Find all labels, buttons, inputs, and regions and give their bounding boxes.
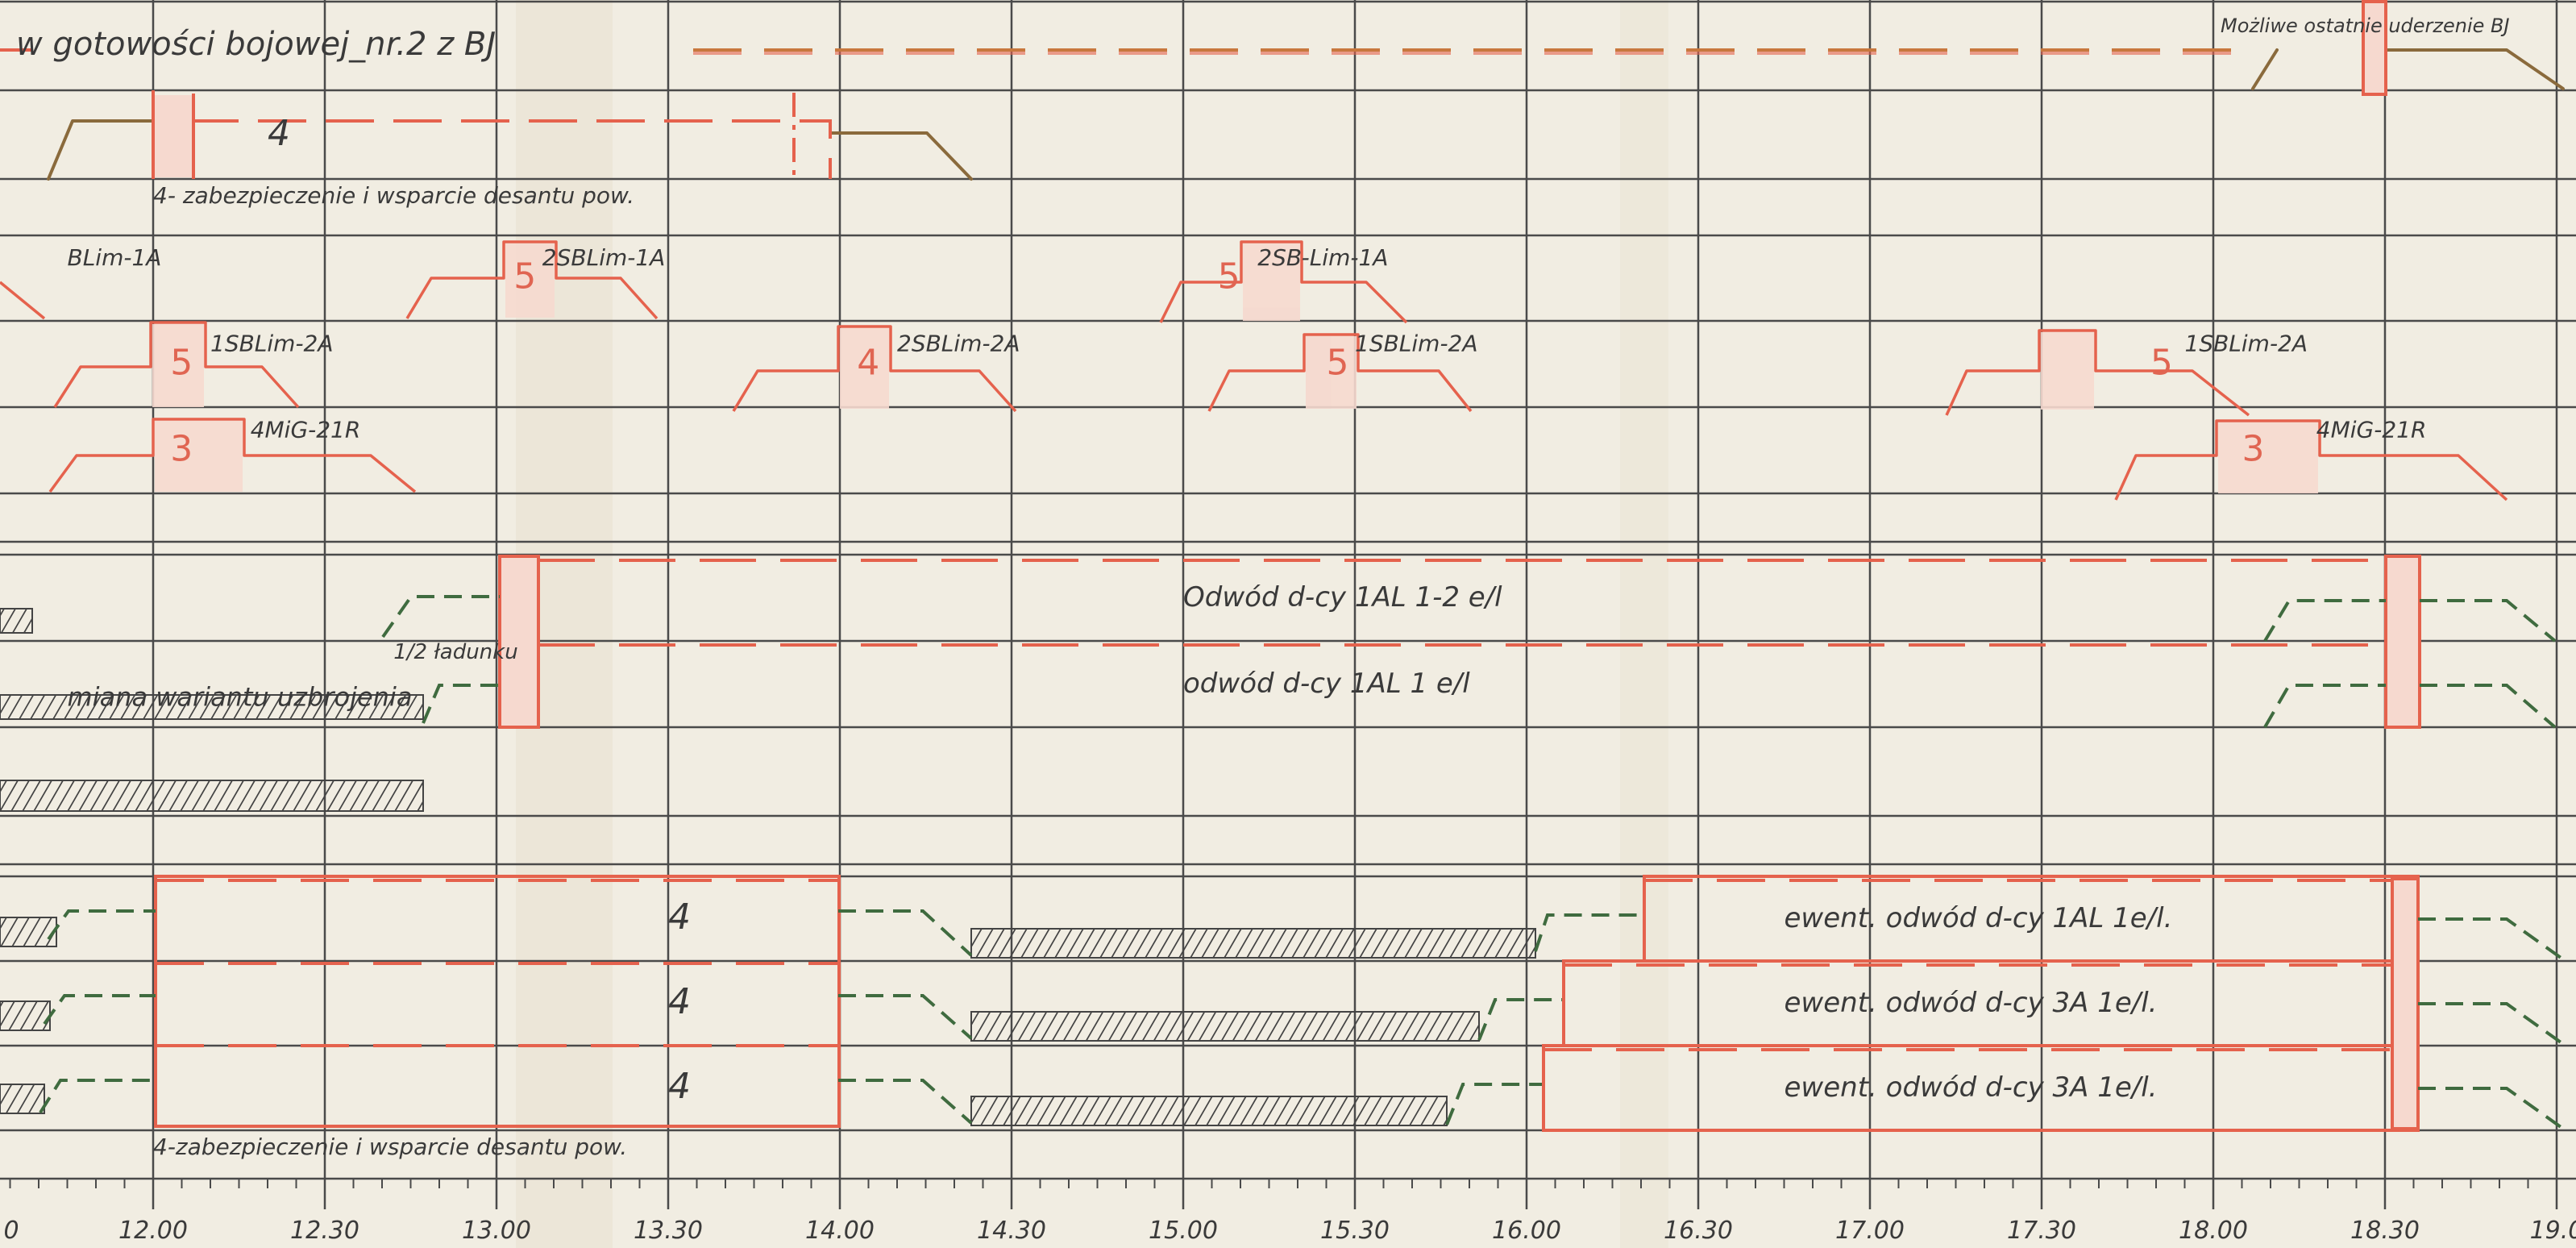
row-annotation: 5 [170,342,193,383]
readiness-dashes [0,48,2253,55]
last-strike-label: Możliwe ostatnie uderzenie BJ [2221,15,2510,37]
row-annotation: ewent. odwód d-cy 3A 1e/l. [1785,1071,2158,1104]
sortie-row4-a [48,418,417,493]
row-annotation: 4- zabezpieczenie i wsparcie desantu pow… [153,182,634,209]
time-tick-label: 14.30 [977,1217,1046,1245]
duty-blocks [152,0,2387,179]
row-annotation: 1SBLim-2A [1355,330,1478,356]
row-annotation: 3 [170,428,193,469]
row-annotation: 3 [2242,428,2265,469]
time-tick-label: 18.00 [2179,1217,2248,1245]
row-annotation: 4 [268,113,290,154]
reserve-bars [381,555,2557,729]
sortie-row2-c [1159,240,1408,324]
row-annotation: 1SBLim-2A [210,330,334,356]
row-annotation: BLim-1A [68,244,162,271]
time-tick-label: 17.30 [2007,1217,2076,1245]
ramp-row1-start [47,119,155,181]
sortie-fills [152,243,2318,493]
time-tick-label: 12.00 [118,1217,188,1245]
row-annotation: 4 [668,1066,691,1107]
sortie-profiles [0,240,2508,501]
lower-duty-blocks [39,875,2565,1132]
ramp-row0-end-b [2368,48,2565,90]
time-tick-label: 15.30 [1320,1217,1390,1245]
time-axis: 0 12.00 12.30 13.00 13.30 14.00 14.30 15.00 15.3… [3,1217,2576,1245]
time-tick-label: 16.30 [1664,1217,1733,1245]
time-tick-label: 12.30 [290,1217,359,1245]
sortie-row3-b [732,325,1017,413]
row-annotation: 5 [2150,342,2173,383]
row-annotation: 4MiG-21R [251,416,361,443]
standby-ramps [47,48,2565,181]
ramp-row1-end [829,131,973,181]
time-tick-label: 13.00 [462,1217,531,1245]
sortie-row2-b [405,240,659,320]
hatched-periods [0,608,1536,1126]
row-annotation: 4-zabezpieczenie i wsparcie desantu pow. [153,1134,627,1160]
row-annotation: Odwód d-cy 1AL 1-2 e/l [1183,581,1502,614]
hour-gridlines [152,0,2558,1209]
row-annotation: 4MiG-21R [2316,416,2427,443]
time-tick-label: 16.00 [1492,1217,1561,1245]
sortie-row3-c [1207,333,1473,413]
ramp-row0-end-a [2251,48,2279,90]
header-labels: w gotowości bojowej_nr.2 z BJ Możliwe os… [16,15,2510,63]
time-tick-label: 14.00 [805,1217,875,1245]
time-tick-label: 17.00 [1835,1217,1905,1245]
row-annotation: 2SB-Lim-1A [1257,244,1388,271]
row-annotation: 4 [668,981,691,1022]
row-annotation: ewent. odwód d-cy 3A 1e/l. [1785,987,2158,1019]
schedule-labels: 4 4- zabezpieczenie i wsparcie desantu po… [68,113,2427,1160]
time-tick-label: 19.0 [2530,1217,2576,1245]
row-annotation: 4 [668,896,691,938]
readiness-label: w gotowości bojowej_nr.2 z BJ [16,26,496,63]
sortie-row2-a [0,281,46,320]
time-tick-label: 15.00 [1149,1217,1218,1245]
row-annotation: 2SBLim-2A [897,330,1020,356]
time-tick-label: 13.30 [634,1217,703,1245]
row-annotation: 5 [1218,256,1240,297]
row-annotation: ewent. odwód d-cy 1AL 1e/l. [1785,902,2173,934]
time-tick-label: 0 [3,1217,19,1245]
row-annotation: odwód d-cy 1AL 1 e/l [1183,668,1470,700]
row-annotation: 4 [857,342,879,383]
row-annotation: 5 [513,256,536,297]
sortie-row3-a [53,321,300,409]
sortie-row3-d [1945,329,2250,417]
row-annotation: miana wariantu uzbrojenia [68,681,413,712]
row-annotation: 1SBLim-2A [2185,330,2308,356]
minor-ticks [9,1179,2557,1196]
time-tick-label: 18.30 [2350,1217,2420,1245]
row-annotation: 1/2 ładunku [393,640,518,664]
row-annotation: 2SBLim-1A [542,244,666,271]
row-annotation: 5 [1327,342,1349,383]
sortie-row4-b [2114,419,2508,501]
